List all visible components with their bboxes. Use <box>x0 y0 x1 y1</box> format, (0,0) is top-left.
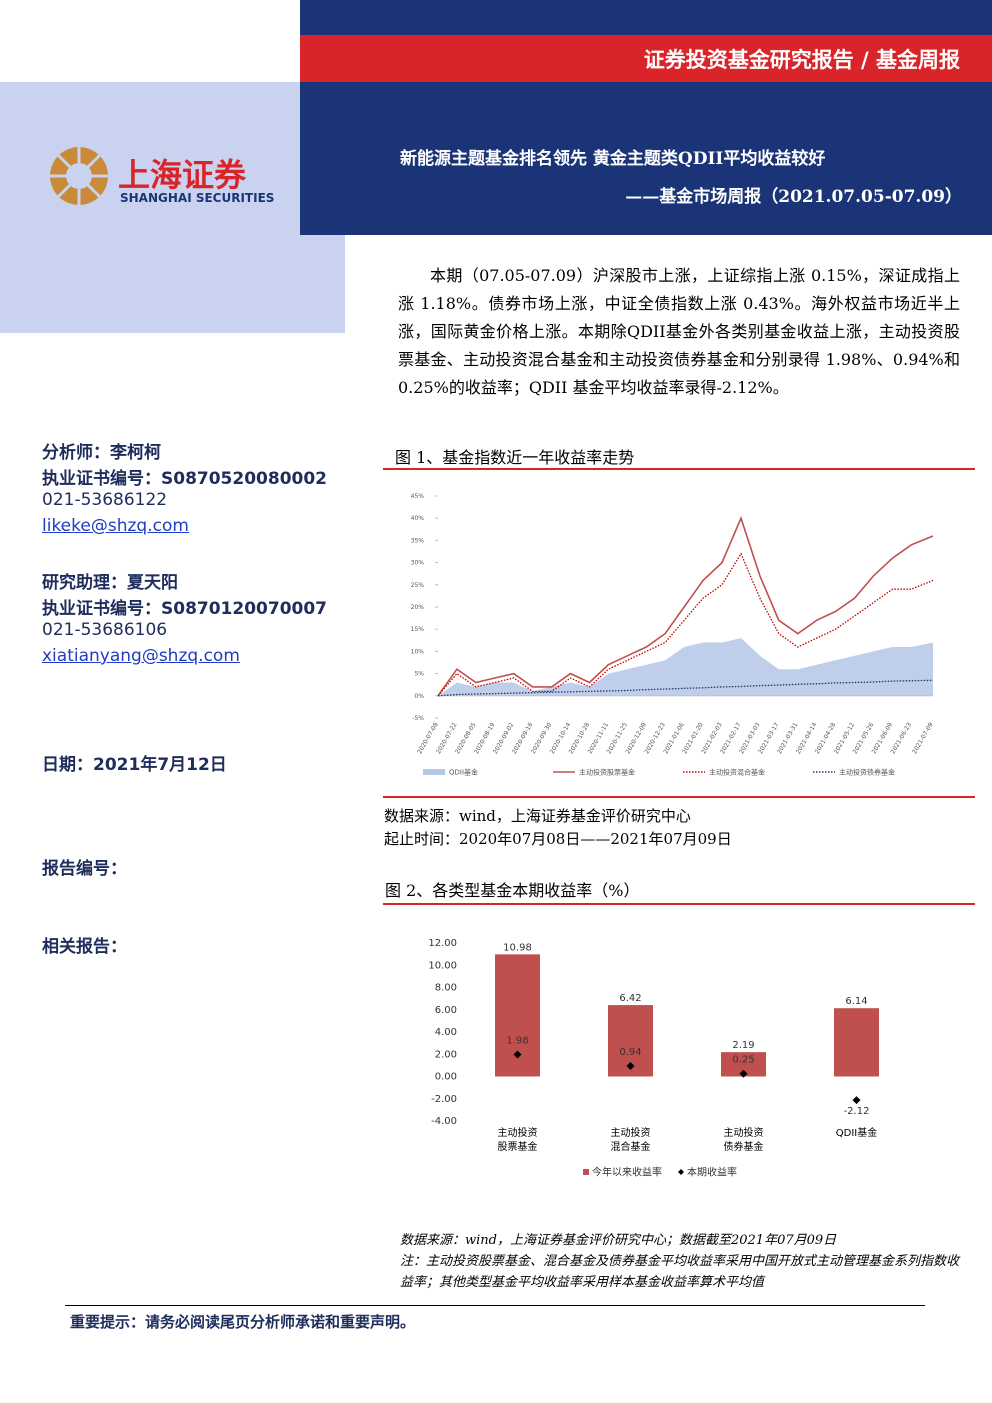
y-tick-label: -4.00 <box>431 1116 457 1127</box>
y-tick-label: 20% <box>411 604 425 611</box>
rule <box>383 468 975 470</box>
figure-note: 注：主动投资股票基金、混合基金及债券基金平均收益率采用中国开放式主动管理基金系列… <box>400 1254 960 1290</box>
value-label: 6.42 <box>619 993 641 1004</box>
y-tick-label: 35% <box>411 537 425 544</box>
legend-label: 主动投资股票基金 <box>579 768 635 777</box>
value-label: 1.98 <box>506 1035 528 1046</box>
y-tick-label: 10.00 <box>428 960 457 971</box>
figure-note: 起止时间：2020年07月08日——2021年07月09日 <box>384 830 732 848</box>
legend-label: 今年以来收益率 <box>592 1166 662 1179</box>
y-tick-label: 6.00 <box>435 1005 457 1016</box>
figure-note: 数据来源：wind，上海证券基金评价研究中心 <box>384 807 691 825</box>
y-tick-label: 0.00 <box>435 1072 457 1083</box>
diamond-marker <box>852 1096 861 1105</box>
analyst-email[interactable]: xiatianyang@shzq.com <box>42 646 240 666</box>
report-date: 日期：2021年7月12日 <box>42 755 227 775</box>
value-label: 10.98 <box>503 942 532 953</box>
legend-label: 主动投资债券基金 <box>839 768 895 777</box>
analyst-license: 执业证书编号：S0870520080002 <box>42 469 328 489</box>
analyst-email[interactable]: likeke@shzq.com <box>42 516 189 536</box>
line-chart: -5%0%5%10%15%20%25%30%35%40%45%2020-07-0… <box>411 493 935 777</box>
y-tick-label: 30% <box>411 560 425 567</box>
line <box>437 679 934 697</box>
bar-chart-wrap: -4.00 -2.00 0.00 2.00 4.00 6.00 8.00 10.00 12.00… <box>383 925 975 1190</box>
line <box>437 515 934 697</box>
y-tick-label: 2.00 <box>435 1049 457 1060</box>
value-label: 6.14 <box>845 996 867 1007</box>
x-tick-label: 主动投资 债券基金 <box>723 1128 764 1153</box>
logo-cn: 上海证券 <box>118 156 247 194</box>
banner-strip <box>300 35 992 82</box>
legend-swatch <box>678 1169 684 1175</box>
logo-en: SHANGHAI SECURITIES <box>120 191 275 205</box>
y-tick-label: 40% <box>411 515 425 522</box>
y-tick-label: 45% <box>411 493 425 500</box>
legend-label: 本期收益率 <box>687 1166 737 1179</box>
report-subtitle: ——基金市场周报（2021.07.05-07.09） <box>625 187 962 207</box>
diamond-marker <box>626 1062 635 1071</box>
legend-label: 主动投资混合基金 <box>709 768 765 777</box>
y-tick-label: -5% <box>412 715 424 722</box>
diamond-marker <box>739 1069 748 1078</box>
y-tick-label: 5% <box>414 671 424 678</box>
analyst-phone: 021-53686106 <box>42 620 168 640</box>
line <box>437 552 934 697</box>
related-reports: 相关报告： <box>42 937 127 957</box>
area <box>438 638 933 696</box>
figure-note: 数据来源：wind，上海证券基金评价研究中心；数据截至2021年07月09日 <box>400 1233 837 1248</box>
bar <box>834 1008 879 1077</box>
x-tick-label: 2021-07-09 <box>911 721 935 755</box>
y-tick-label: 25% <box>411 582 425 589</box>
diamond-marker <box>513 1050 522 1059</box>
banner-text: 证券投资基金研究报告 / 基金周报 <box>643 47 960 72</box>
x-tick-label: 主动投资 股票基金 <box>497 1128 538 1153</box>
y-tick-label: 10% <box>411 648 425 655</box>
report-number: 报告编号： <box>42 859 127 879</box>
rule <box>383 796 975 798</box>
y-tick-label: 4.00 <box>435 1027 457 1038</box>
y-tick-label: 0% <box>414 693 424 700</box>
footer-rule <box>65 1305 925 1306</box>
rule <box>383 903 975 905</box>
y-tick-label: 12.00 <box>428 938 457 949</box>
side-panel <box>0 82 345 333</box>
x-tick-label: 主动投资 混合基金 <box>610 1128 651 1153</box>
analyst-phone: 021-53686122 <box>42 490 168 510</box>
value-label: 0.25 <box>732 1055 754 1066</box>
bar-chart: -4.00 -2.00 0.00 2.00 4.00 6.00 8.00 10.00 12.00… <box>428 938 879 1179</box>
footer-note: 重要提示：请务必阅读尾页分析师承诺和重要声明。 <box>70 1313 416 1331</box>
y-tick-label: -2.00 <box>431 1094 457 1105</box>
value-label: 0.94 <box>619 1047 641 1058</box>
figure-title: 图 1、基金指数近一年收益率走势 <box>395 448 635 467</box>
value-label: 2.19 <box>732 1040 754 1051</box>
y-tick-label: 8.00 <box>435 983 457 994</box>
value-label: -2.12 <box>844 1106 870 1117</box>
legend-swatch <box>583 1169 589 1175</box>
y-tick-label: 15% <box>411 626 425 633</box>
x-tick-label: QDII基金 <box>835 1128 878 1139</box>
summary: 本期（07.05-07.09）沪深股市上涨，上证综指上涨 0.15%，深证成指上… <box>398 266 960 397</box>
analyst-role: 研究助理：夏天阳 <box>42 573 178 593</box>
figure-title: 图 2、各类型基金本期收益率（%） <box>385 881 640 900</box>
legend-swatch <box>423 769 445 775</box>
logo-icon <box>50 147 108 205</box>
analyst-license: 执业证书编号：S0870120070007 <box>42 599 328 619</box>
legend-label: QDII基金 <box>449 768 478 777</box>
analyst-role: 分析师：李柯柯 <box>42 443 161 463</box>
report-title: 新能源主题基金排名领先 黄金主题类QDII平均收益较好 <box>400 149 826 169</box>
